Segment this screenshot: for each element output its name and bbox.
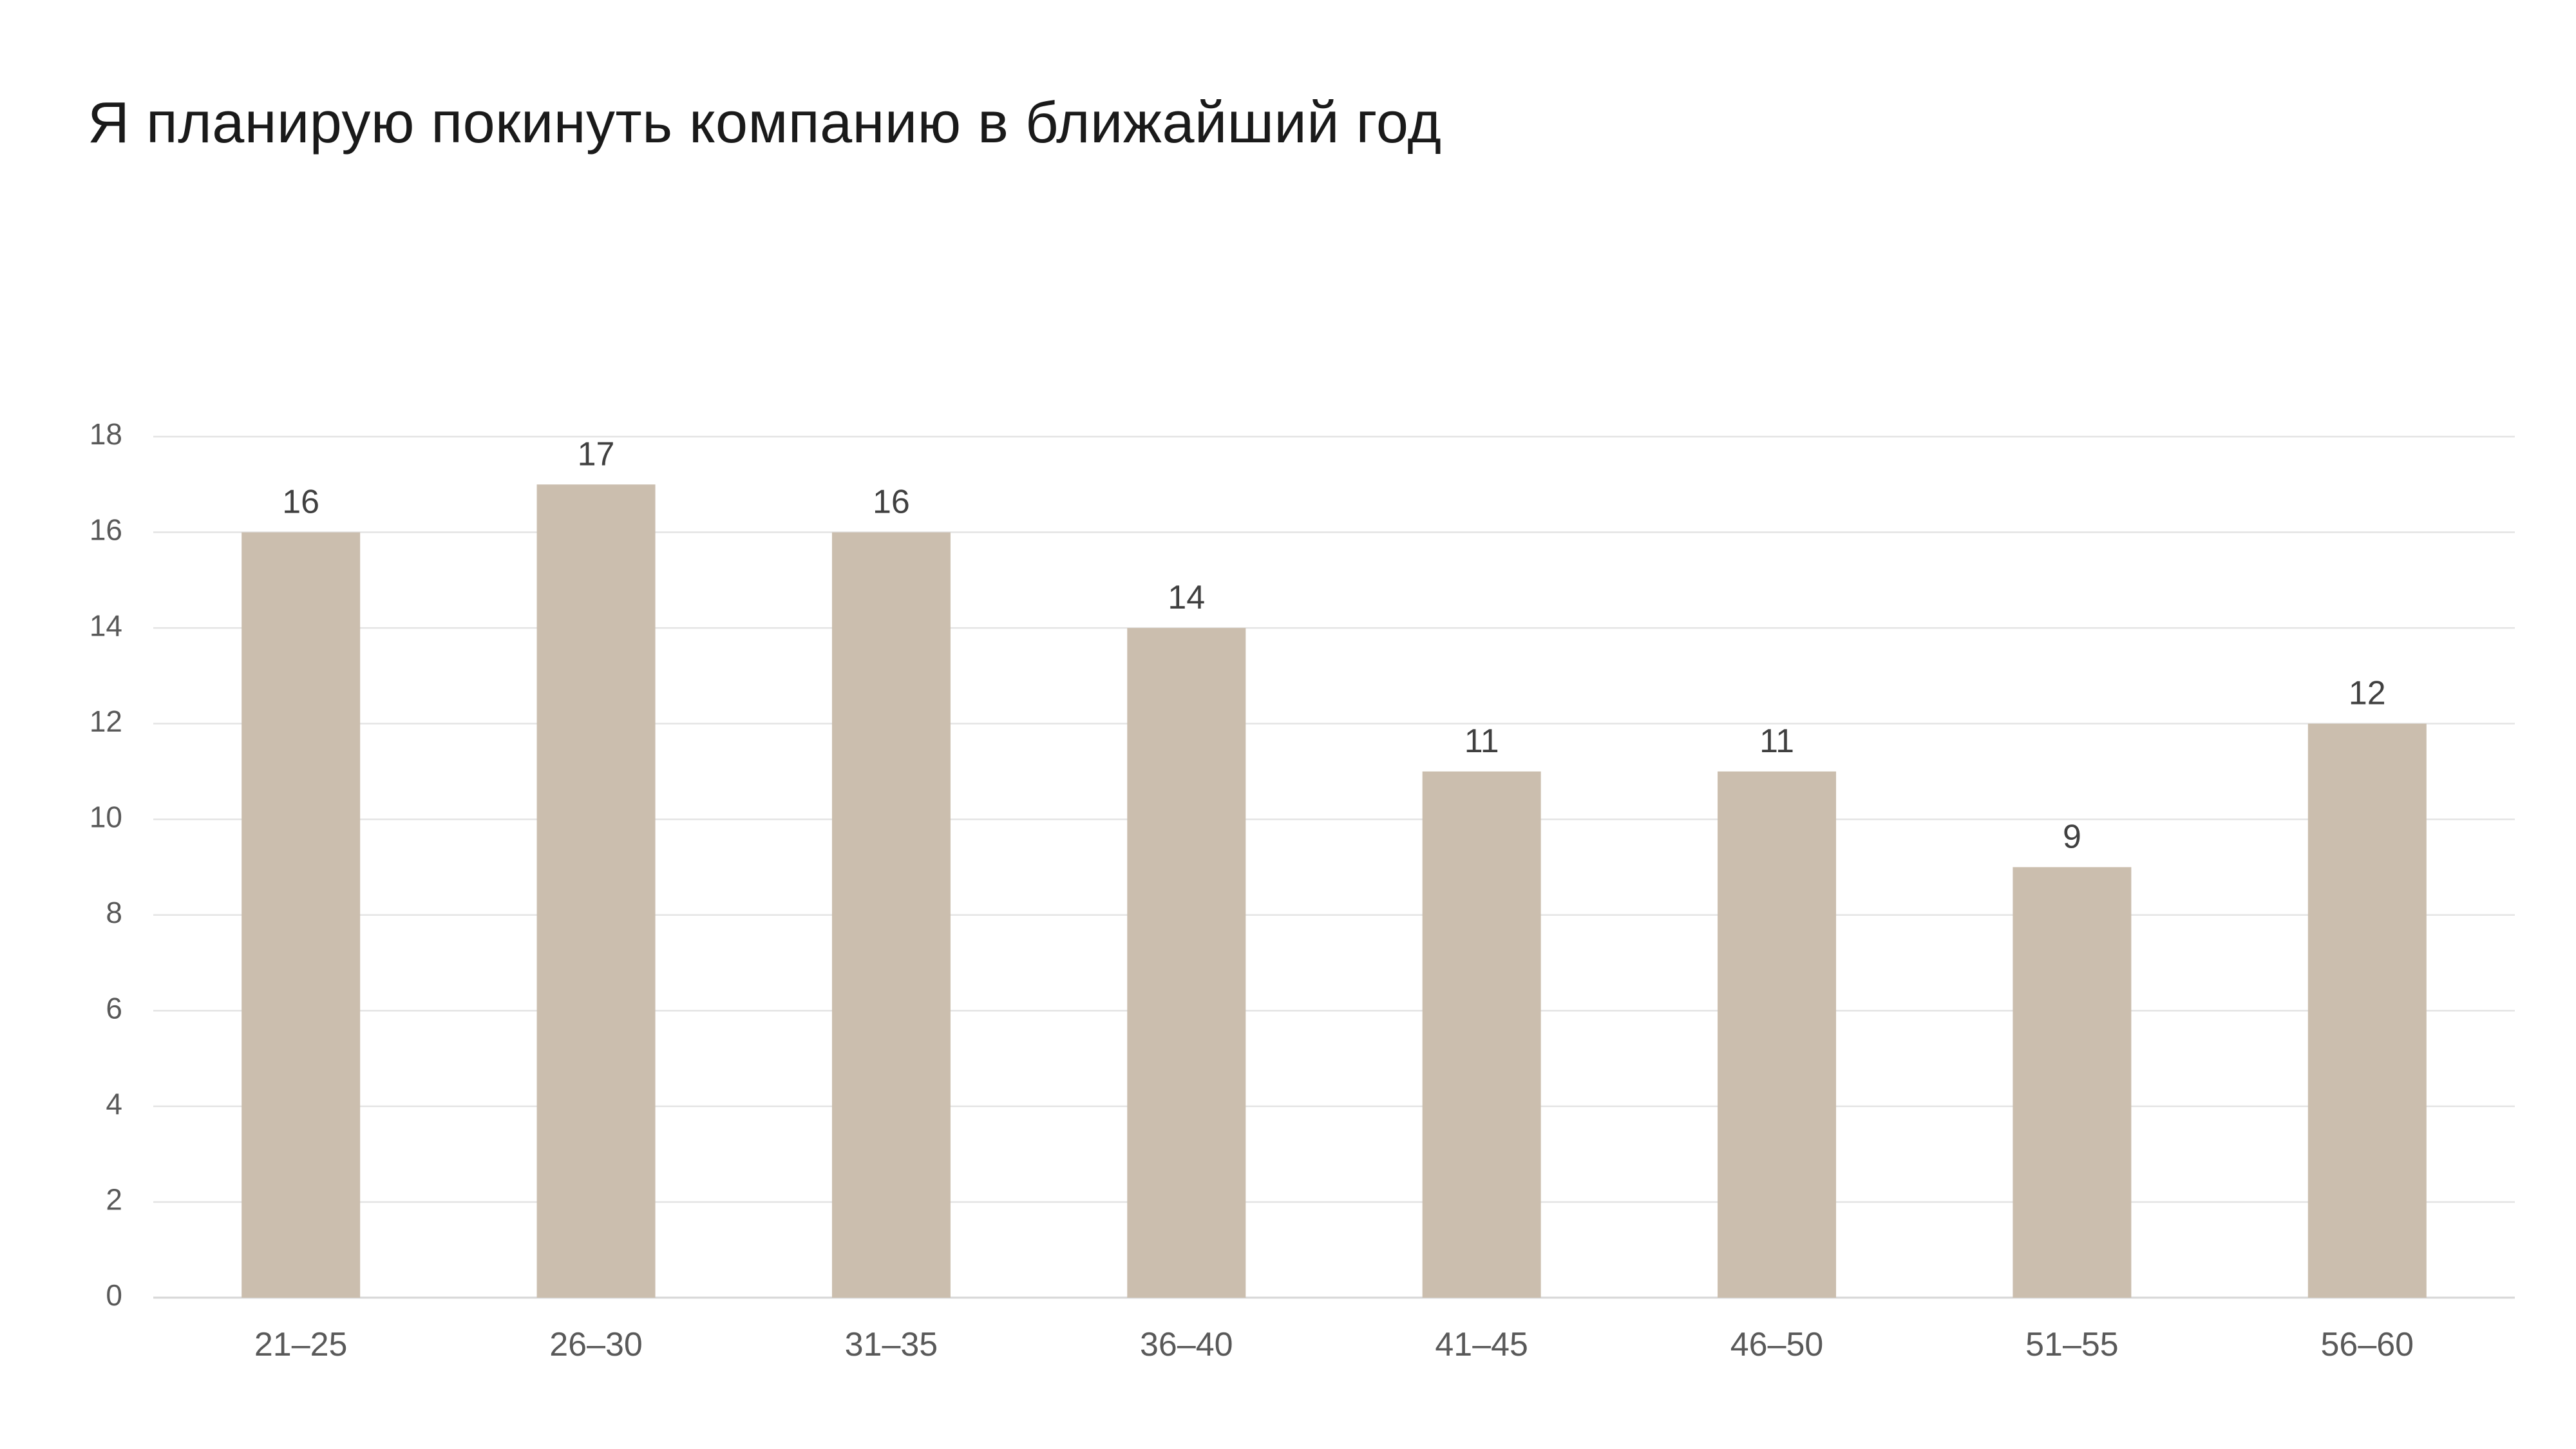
bar-value-label: 14 <box>1168 579 1205 616</box>
x-tick-label: 56–60 <box>2321 1326 2414 1363</box>
x-tick-label: 36–40 <box>1140 1326 1233 1363</box>
y-tick-label: 6 <box>106 991 122 1025</box>
x-tick-label: 46–50 <box>1730 1326 1824 1363</box>
x-axis-ticks: 21–25 26–30 31–35 36–40 41–45 46–50 51–55 56–60 <box>254 1326 2414 1363</box>
bar-value-label: 9 <box>2063 819 2081 856</box>
y-tick-label: 14 <box>90 609 122 642</box>
x-tick-label: 26–30 <box>549 1326 643 1363</box>
chart-title: Я планирую покинуть компанию в ближайший… <box>88 91 1442 155</box>
bar <box>536 484 656 1298</box>
gridlines <box>153 435 2515 1299</box>
data-labels: 16 17 16 14 11 11 9 12 <box>282 435 2385 855</box>
bar-value-label: 12 <box>2349 675 2386 712</box>
bar <box>1127 628 1246 1298</box>
y-tick-label: 12 <box>90 705 122 738</box>
y-tick-label: 10 <box>90 800 122 833</box>
bar-value-label: 16 <box>282 484 319 521</box>
x-tick-label: 41–45 <box>1435 1326 1528 1363</box>
y-tick-label: 2 <box>106 1183 122 1217</box>
x-tick-label: 51–55 <box>2025 1326 2119 1363</box>
y-tick-label: 0 <box>106 1278 122 1312</box>
bar <box>2012 867 2132 1298</box>
x-tick-label: 31–35 <box>845 1326 938 1363</box>
bar-value-label: 16 <box>873 484 910 521</box>
y-tick-label: 8 <box>106 896 122 929</box>
bar <box>2307 723 2427 1298</box>
bar <box>242 532 361 1298</box>
bar-value-label: 17 <box>578 435 615 473</box>
y-tick-label: 4 <box>106 1087 122 1121</box>
x-tick-label: 21–25 <box>254 1326 348 1363</box>
bar-value-label: 11 <box>1464 723 1499 760</box>
bar <box>1718 771 1837 1298</box>
y-axis-ticks: 0 2 4 6 8 10 12 14 16 18 <box>90 417 122 1312</box>
y-tick-label: 16 <box>90 513 122 547</box>
y-tick-label: 18 <box>90 417 122 451</box>
bar-value-label: 11 <box>1759 723 1794 760</box>
bar <box>1422 771 1541 1298</box>
bar <box>831 532 951 1298</box>
bars <box>242 484 2427 1298</box>
